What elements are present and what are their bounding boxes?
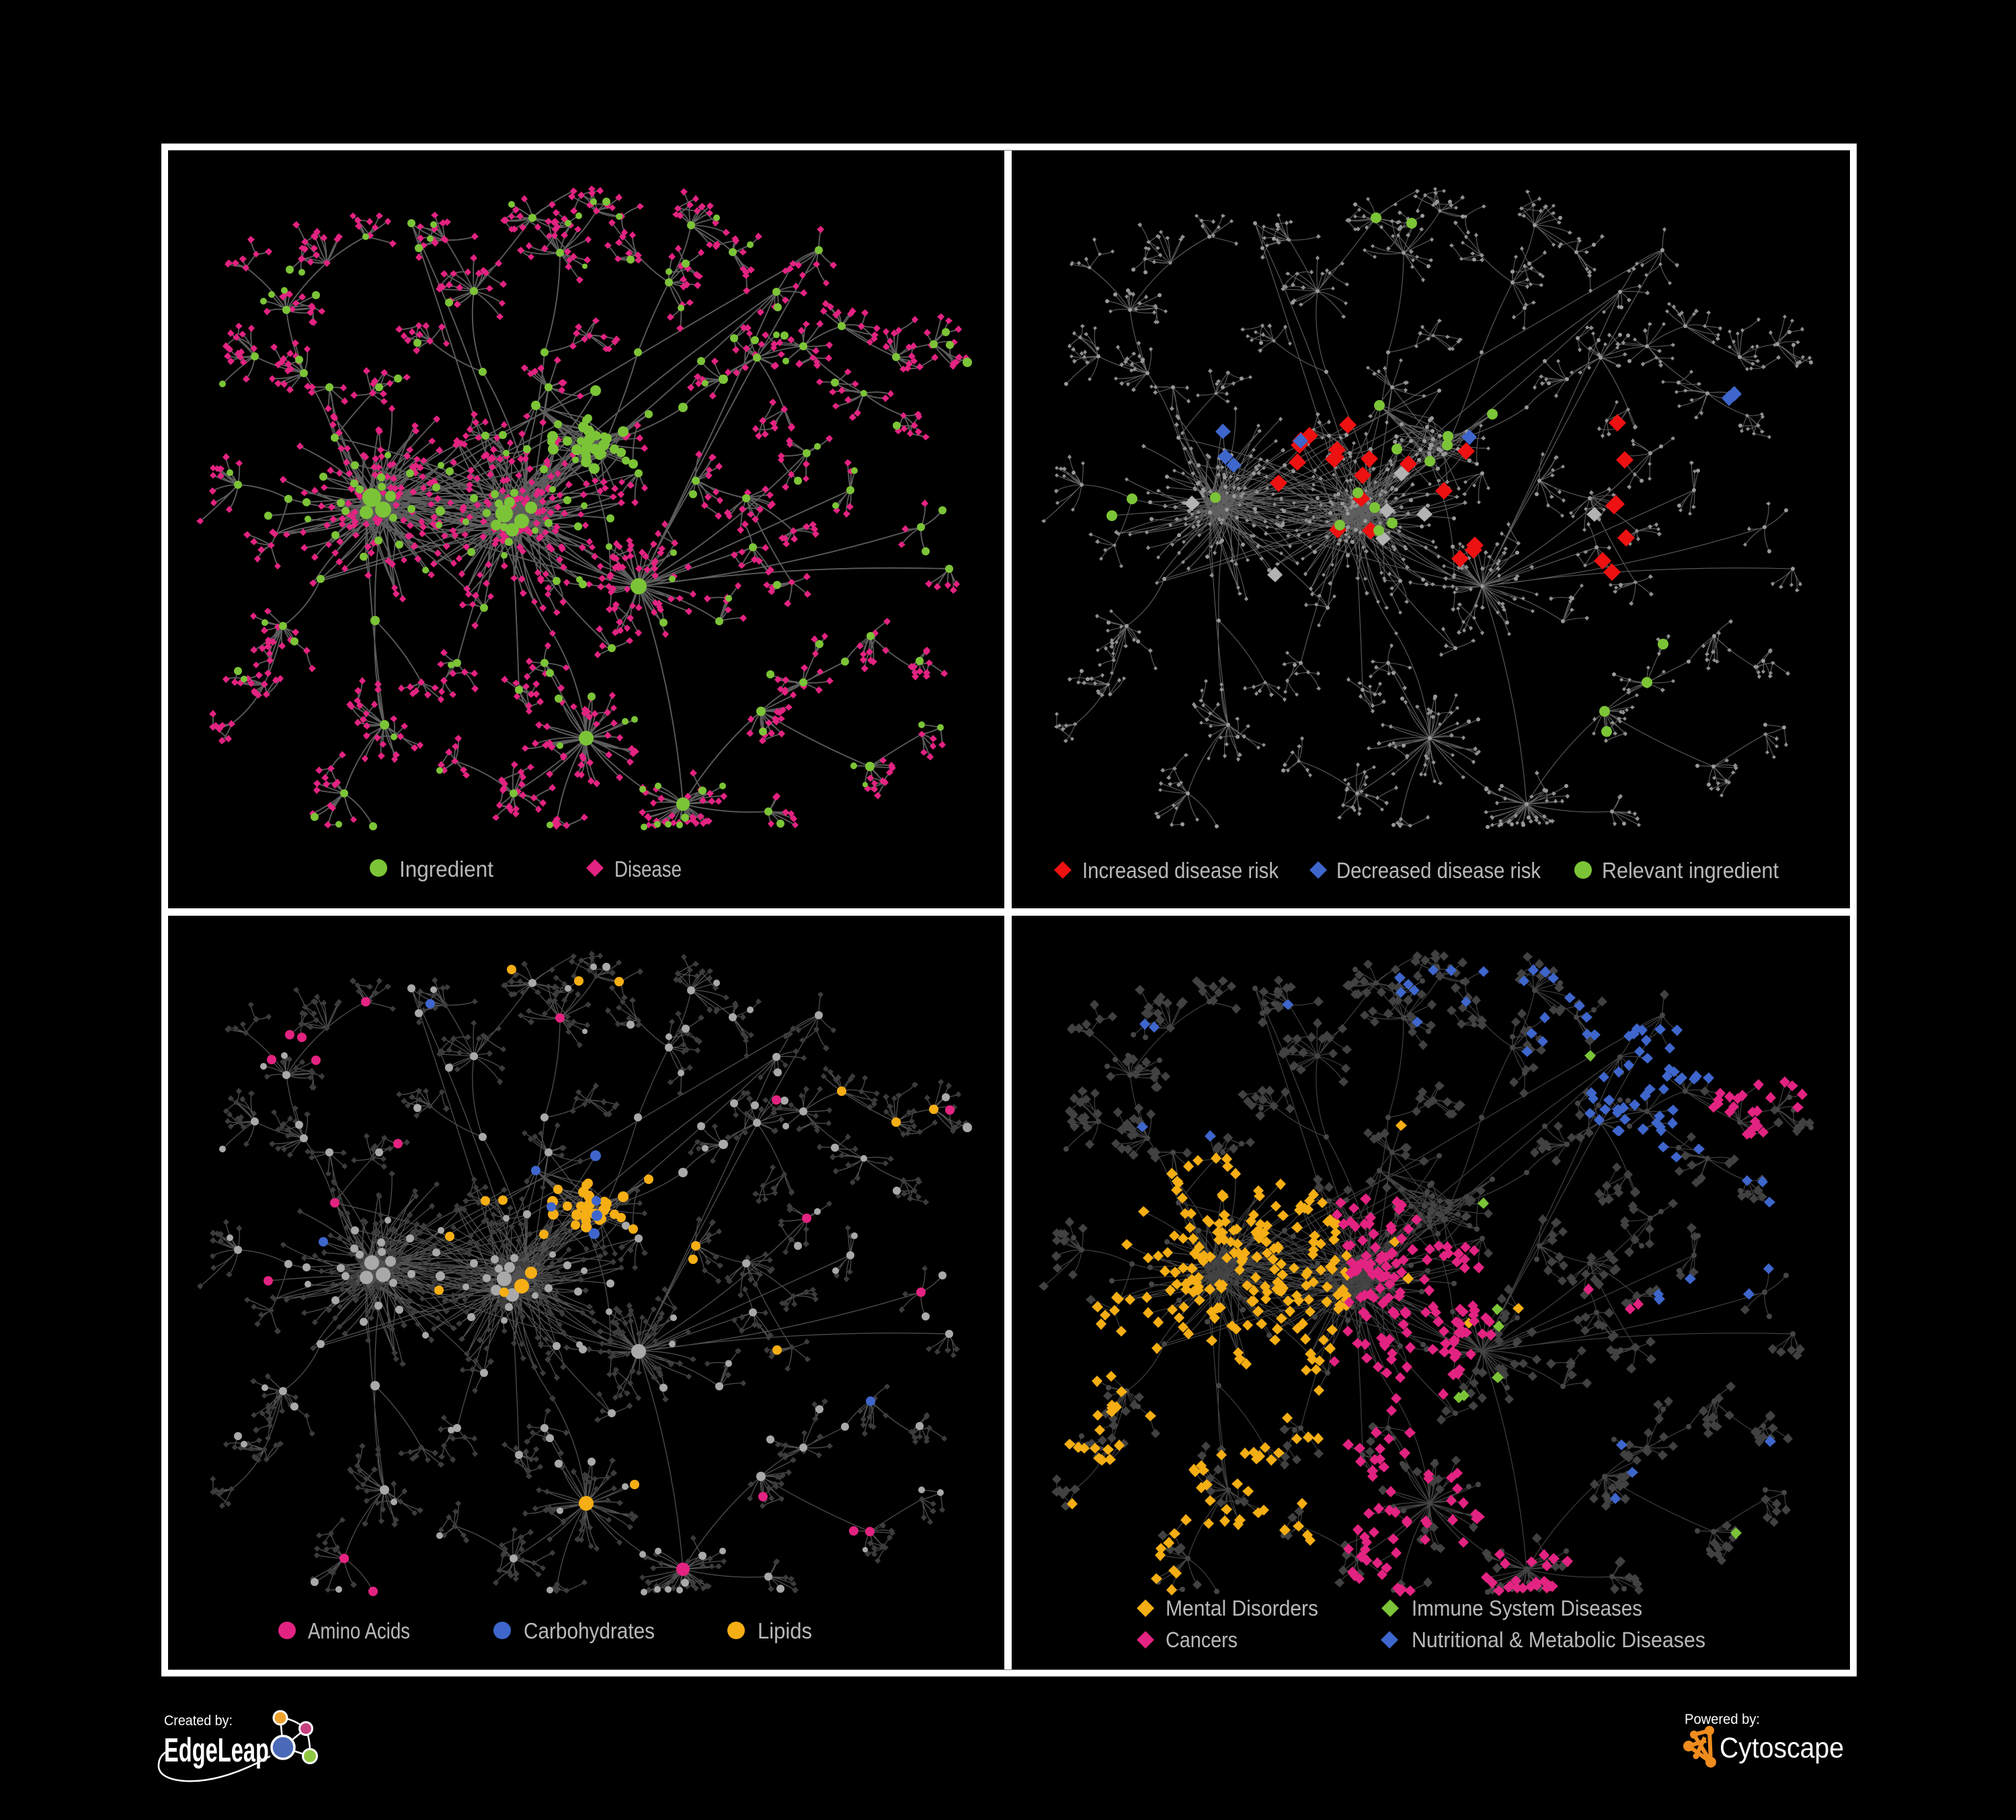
svg-text:Relevant ingredient: Relevant ingredient: [1602, 858, 1779, 883]
svg-text:Nutritional & Metabolic Diseas: Nutritional & Metabolic Diseases: [1412, 1628, 1705, 1652]
svg-text:Increased disease risk: Increased disease risk: [1082, 858, 1279, 883]
svg-text:Cancers: Cancers: [1166, 1628, 1238, 1652]
svg-text:Cytoscape: Cytoscape: [1720, 1732, 1844, 1764]
svg-text:Created by:: Created by:: [164, 1713, 233, 1729]
svg-text:EdgeLeap: EdgeLeap: [164, 1731, 269, 1769]
svg-text:Lipids: Lipids: [758, 1618, 812, 1643]
svg-text:Amino Acids: Amino Acids: [308, 1618, 410, 1643]
svg-text:Mental Disorders: Mental Disorders: [1166, 1596, 1318, 1620]
svg-text:Immune System Diseases: Immune System Diseases: [1412, 1596, 1642, 1620]
svg-text:Decreased disease risk: Decreased disease risk: [1336, 858, 1541, 883]
svg-text:Powered by:: Powered by:: [1685, 1712, 1760, 1727]
svg-text:Carbohydrates: Carbohydrates: [524, 1618, 655, 1643]
svg-text:Disease: Disease: [614, 857, 682, 881]
svg-text:Ingredient: Ingredient: [399, 857, 493, 881]
